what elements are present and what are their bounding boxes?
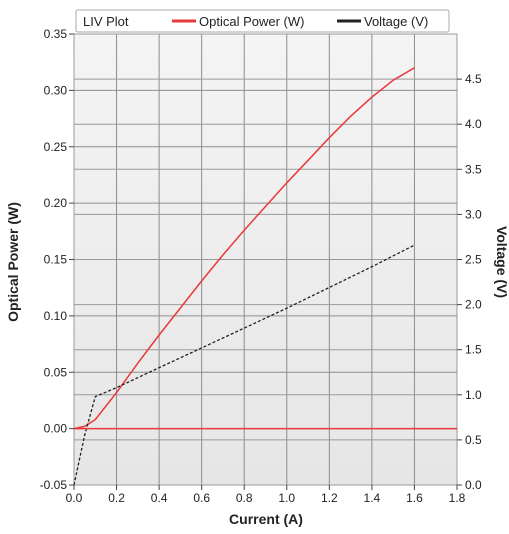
series-layer: [73, 67, 457, 486]
x-tick-label: 1.2: [321, 491, 338, 505]
y-right-tick-label: 4.5: [465, 72, 482, 86]
y-left-tick-label: 0.25: [44, 140, 68, 154]
x-tick-label: 0.6: [193, 491, 210, 505]
y-axis-right-title: Voltage (V): [494, 226, 509, 298]
y-left-tick-label: 0.35: [44, 27, 68, 41]
legend-label-voltage: Voltage (V): [364, 14, 428, 29]
x-tick-label: 1.4: [364, 491, 381, 505]
y-left-tick-label: 0.20: [44, 196, 68, 210]
y-right-tick-label: 0.5: [465, 433, 482, 447]
x-axis-title: Current (A): [229, 511, 303, 527]
y-right-tick-label: 4.0: [465, 117, 482, 131]
y-left-tick-label: 0.15: [44, 253, 68, 267]
series-line-voltage: [73, 244, 415, 486]
y-right-tick-label: 3.0: [465, 207, 482, 221]
tick-layer: 0.0 0.2 0.4 0.6 0.8 1.0 1.2 1.4 1.6 1.8 -0.05 0.00 0…: [40, 27, 482, 505]
x-tick-label: 0.8: [236, 491, 253, 505]
y-right-tick-label: 3.5: [465, 162, 482, 176]
series-line-optical-power: [73, 67, 415, 430]
y-left-tick-label: 0.30: [44, 83, 68, 97]
x-tick-label: 0.0: [66, 491, 83, 505]
x-tick-label: 1.8: [449, 491, 466, 505]
x-tick-label: 1.6: [406, 491, 423, 505]
y-right-tick-label: 2.5: [465, 253, 482, 267]
x-tick-label: 0.2: [108, 491, 125, 505]
y-left-tick-label: 0.00: [44, 422, 68, 436]
y-right-tick-label: 0.0: [465, 478, 482, 492]
y-right-tick-label: 1.0: [465, 388, 482, 402]
y-left-tick-label: 0.05: [44, 365, 68, 379]
y-left-tick-label: -0.05: [40, 478, 68, 492]
legend-box: [75, 9, 450, 33]
y-right-tick-label: 1.5: [465, 343, 482, 357]
y-axis-left-title: Optical Power (W): [5, 202, 21, 322]
legend-label-optical-power: Optical Power (W): [199, 14, 304, 29]
chart-title: LIV Plot: [83, 14, 129, 29]
x-tick-label: 1.0: [278, 491, 295, 505]
y-left-tick-label: 0.10: [44, 309, 68, 323]
x-tick-label: 0.4: [151, 491, 168, 505]
y-right-tick-label: 2.0: [465, 298, 482, 312]
legend: LIV Plot Optical Power (W) Voltage (V): [75, 9, 450, 33]
